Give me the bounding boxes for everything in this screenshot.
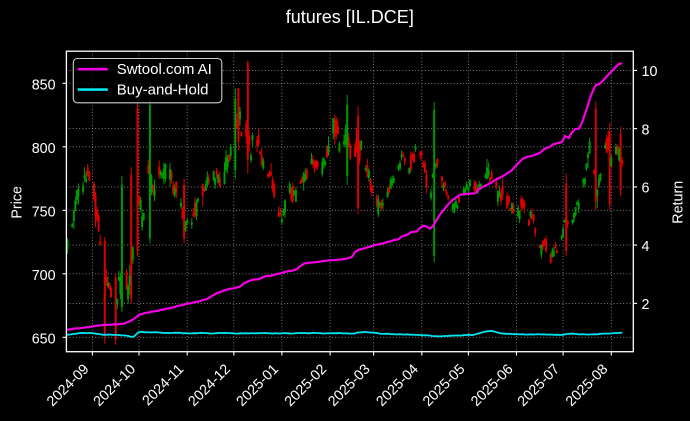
svg-text:850: 850 xyxy=(32,77,56,93)
svg-text:800: 800 xyxy=(32,141,56,157)
svg-text:2: 2 xyxy=(642,297,650,313)
svg-text:futures [IL.DCE]: futures [IL.DCE] xyxy=(286,7,414,27)
svg-text:8: 8 xyxy=(642,122,650,138)
svg-text:10: 10 xyxy=(642,64,658,80)
svg-text:4: 4 xyxy=(642,239,650,255)
svg-text:Price: Price xyxy=(9,186,25,219)
svg-text:Return: Return xyxy=(670,181,686,224)
svg-text:650: 650 xyxy=(32,331,56,347)
svg-text:750: 750 xyxy=(32,204,56,220)
svg-text:6: 6 xyxy=(642,181,650,197)
svg-text:700: 700 xyxy=(32,268,56,284)
svg-text:Buy-and-Hold: Buy-and-Hold xyxy=(117,81,209,98)
svg-text:Swtool.com AI: Swtool.com AI xyxy=(117,61,212,78)
